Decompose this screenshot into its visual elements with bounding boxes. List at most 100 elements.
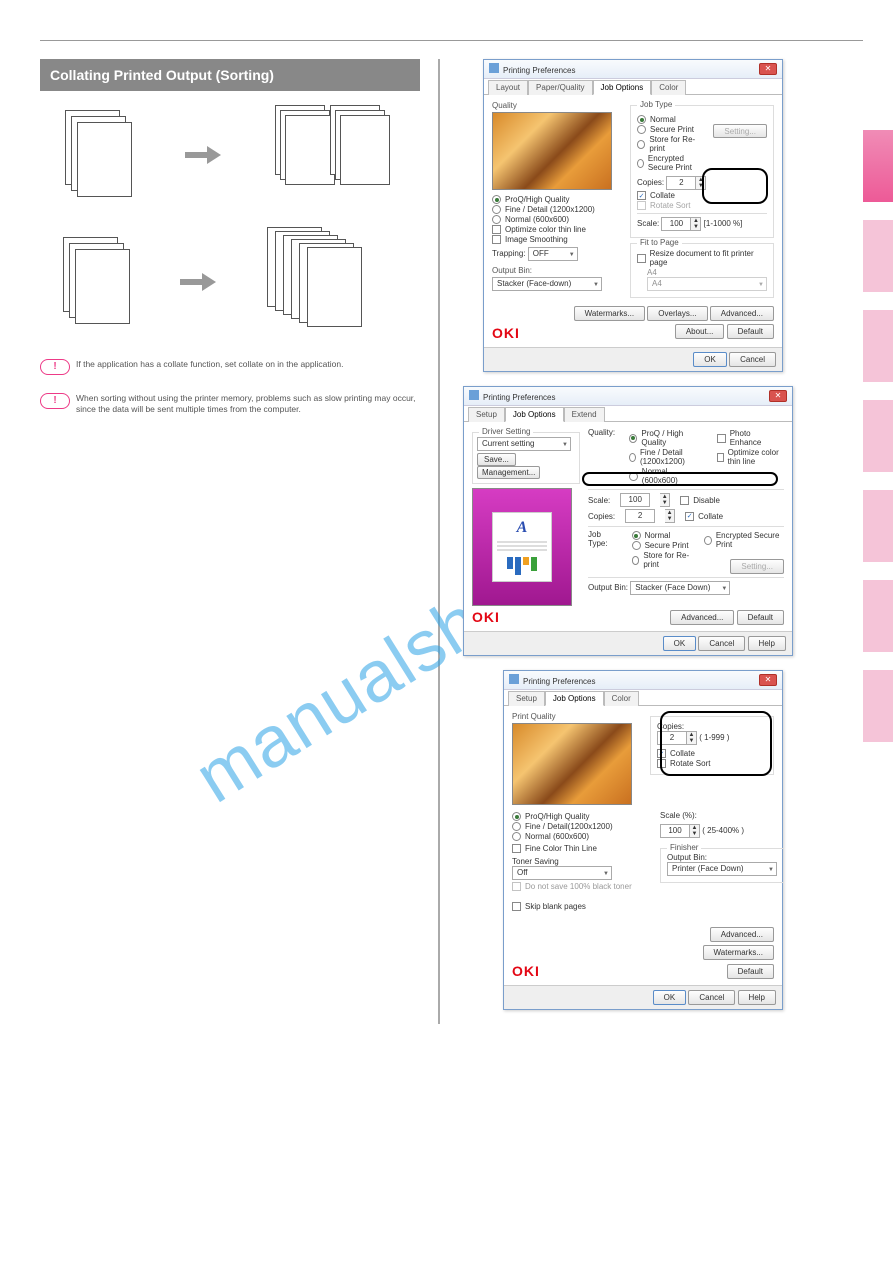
setting-button[interactable]: Setting...	[713, 124, 767, 138]
side-tab-2[interactable]	[863, 220, 893, 292]
side-tab-6[interactable]	[863, 580, 893, 652]
side-index-tabs	[863, 130, 893, 760]
side-tab-4[interactable]	[863, 400, 893, 472]
check-disable[interactable]: Disable	[680, 496, 720, 505]
advanced-button[interactable]: Advanced...	[670, 610, 734, 625]
radio-encrypted[interactable]: Encrypted Secure Print	[704, 531, 784, 549]
radio-proq[interactable]: ProQ / High Quality	[629, 429, 703, 447]
alert-icon: !	[40, 359, 70, 375]
tab-extend[interactable]: Extend	[564, 407, 605, 422]
scale-input[interactable]: 100	[661, 217, 691, 231]
tab-setup[interactable]: Setup	[508, 691, 545, 706]
tab-color[interactable]: Color	[604, 691, 639, 706]
tab-job-options[interactable]: Job Options	[505, 407, 564, 422]
preview-image	[492, 112, 612, 190]
section-title: Collating Printed Output (Sorting)	[40, 59, 420, 91]
radio-store-reprint[interactable]: Store for Re-print	[632, 551, 694, 569]
side-tab-5[interactable]	[863, 490, 893, 562]
radio-encrypted[interactable]: Encrypted Secure Print	[637, 154, 705, 172]
side-tab-3[interactable]	[863, 310, 893, 382]
a4-dropdown[interactable]: A4	[647, 277, 767, 291]
ok-button[interactable]: OK	[693, 352, 727, 367]
check-photo-enhance[interactable]: Photo Enhance	[717, 429, 784, 447]
radio-secure-print[interactable]: Secure Print	[632, 541, 694, 550]
output-bin-label: Output Bin:	[588, 583, 628, 592]
check-rotate-sort[interactable]: Rotate Sort	[657, 759, 767, 768]
radio-secure-print[interactable]: Secure Print	[637, 125, 705, 134]
check-skip-blank[interactable]: Skip blank pages	[512, 902, 774, 911]
radio-normal[interactable]: Normal (600x600)	[492, 215, 622, 224]
copies-label: Copies:	[588, 512, 615, 521]
output-bin-dropdown[interactable]: Stacker (Face Down)	[630, 581, 730, 595]
window-icon	[509, 674, 519, 684]
check-resize-fit[interactable]: Resize document to fit printer page	[637, 249, 767, 267]
advanced-button[interactable]: Advanced...	[710, 927, 774, 942]
check-rotate-sort[interactable]: Rotate Sort	[637, 201, 767, 210]
toner-saving-dropdown[interactable]: Off	[512, 866, 612, 880]
close-button[interactable]: ✕	[759, 674, 777, 686]
scale-range: ( 25-400% )	[702, 826, 744, 835]
scale-label: Scale:	[588, 496, 610, 505]
cancel-button[interactable]: Cancel	[729, 352, 776, 367]
radio-normal[interactable]: Normal (600x600)	[512, 832, 652, 841]
radio-fine[interactable]: Fine / Detail(1200x1200)	[512, 822, 652, 831]
overlays-button[interactable]: Overlays...	[647, 306, 707, 321]
check-optimize-thin[interactable]: Optimize color thin line	[492, 225, 622, 234]
close-button[interactable]: ✕	[759, 63, 777, 75]
ok-button[interactable]: OK	[663, 636, 697, 651]
output-bin-dropdown[interactable]: Printer (Face Down)	[667, 862, 777, 876]
scale-input[interactable]: 100	[660, 824, 690, 838]
copies-range: ( 1-999 )	[699, 733, 729, 742]
save-button[interactable]: Save...	[477, 453, 516, 466]
check-fine-thin[interactable]: Fine Color Thin Line	[512, 844, 652, 853]
default-button[interactable]: Default	[727, 964, 774, 979]
tab-job-options[interactable]: Job Options	[593, 80, 652, 95]
tab-paper-quality[interactable]: Paper/Quality	[528, 80, 592, 95]
copies-input[interactable]: 2	[657, 731, 687, 745]
radio-normal-job[interactable]: Normal	[632, 531, 694, 540]
radio-fine[interactable]: Fine / Detail (1200x1200)	[629, 448, 703, 466]
check-image-smoothing[interactable]: Image Smoothing	[492, 235, 622, 244]
radio-fine[interactable]: Fine / Detail (1200x1200)	[492, 205, 622, 214]
driver-setting-dropdown[interactable]: Current setting	[477, 437, 571, 451]
tab-setup[interactable]: Setup	[468, 407, 505, 422]
trapping-dropdown[interactable]: OFF	[528, 247, 578, 261]
default-button[interactable]: Default	[727, 324, 774, 339]
watermarks-button[interactable]: Watermarks...	[703, 945, 774, 960]
side-tab-1[interactable]	[863, 130, 893, 202]
dialog2-title: Printing Preferences	[483, 393, 555, 402]
watermarks-button[interactable]: Watermarks...	[574, 306, 645, 321]
default-button[interactable]: Default	[737, 610, 784, 625]
check-collate[interactable]: Collate	[637, 191, 767, 200]
radio-proq[interactable]: ProQ/High Quality	[492, 195, 622, 204]
copies-input[interactable]: 2	[625, 509, 655, 523]
copies-label: Copies:	[637, 178, 664, 187]
radio-normal-job[interactable]: Normal	[637, 115, 705, 124]
setting-button[interactable]: Setting...	[730, 559, 784, 574]
preview-image	[512, 723, 632, 805]
radio-proq[interactable]: ProQ/High Quality	[512, 812, 652, 821]
radio-normal[interactable]: Normal (600x600)	[629, 467, 703, 485]
check-do-not-save-black[interactable]: Do not save 100% black toner	[512, 882, 652, 891]
tab-layout[interactable]: Layout	[488, 80, 528, 95]
cancel-button[interactable]: Cancel	[698, 636, 745, 651]
scale-input[interactable]: 100	[620, 493, 650, 507]
a4-label: A4	[647, 268, 767, 277]
output-bin-dropdown[interactable]: Stacker (Face-down)	[492, 277, 602, 291]
check-optimize-thin[interactable]: Optimize color thin line	[717, 448, 784, 466]
tab-job-options[interactable]: Job Options	[545, 691, 604, 706]
help-button[interactable]: Help	[738, 990, 776, 1005]
ok-button[interactable]: OK	[653, 990, 687, 1005]
close-button[interactable]: ✕	[769, 390, 787, 402]
copies-input[interactable]: 2	[666, 176, 696, 190]
tab-color[interactable]: Color	[651, 80, 686, 95]
check-collate[interactable]: Collate	[657, 749, 767, 758]
help-button[interactable]: Help	[748, 636, 786, 651]
about-button[interactable]: About...	[675, 324, 725, 339]
cancel-button[interactable]: Cancel	[688, 990, 735, 1005]
side-tab-7[interactable]	[863, 670, 893, 742]
check-collate[interactable]: Collate	[685, 512, 723, 521]
advanced-button[interactable]: Advanced...	[710, 306, 774, 321]
radio-store-reprint[interactable]: Store for Re-print	[637, 135, 705, 153]
management-button[interactable]: Management...	[477, 466, 540, 479]
